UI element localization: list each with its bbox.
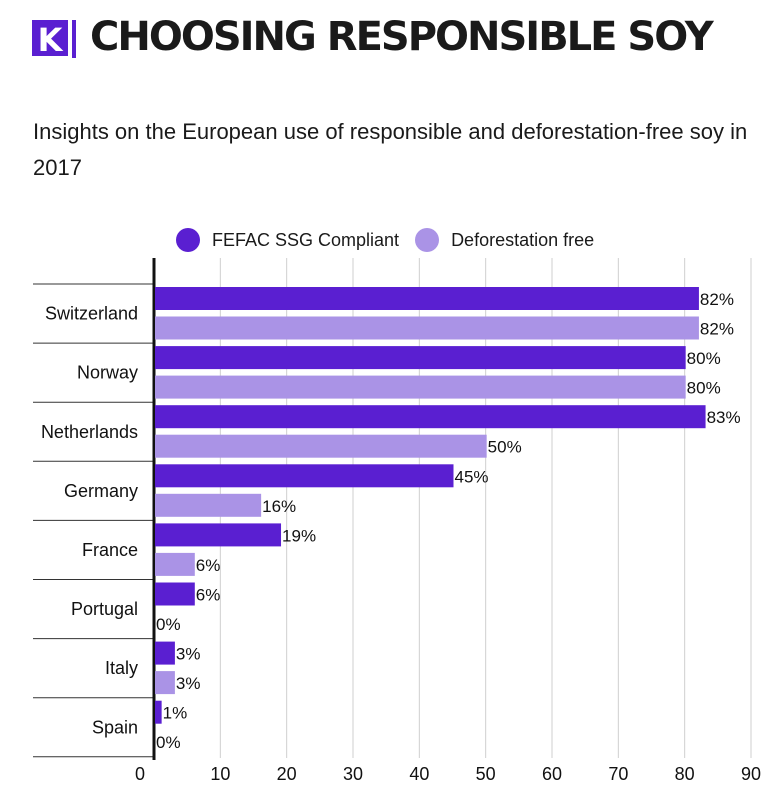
x-tick-label-90: 90: [741, 764, 761, 784]
data-label-france-series-1: 19%: [282, 526, 316, 545]
bar-italy-series-1: [155, 641, 175, 665]
data-label-italy-series-1: 3%: [176, 645, 201, 664]
data-label-switzerland-series-2: 82%: [700, 320, 734, 339]
data-label-switzerland-series-1: 82%: [700, 290, 734, 309]
category-label-netherlands: Netherlands: [41, 422, 138, 442]
bar-netherlands-series-2: [155, 434, 487, 458]
page-subtitle: Insights on the European use of responsi…: [33, 119, 748, 180]
chart-legend: FEFAC SSG Compliant Deforestation free: [176, 226, 610, 254]
category-label-germany: Germany: [64, 481, 138, 501]
x-tick-label-70: 70: [608, 764, 628, 784]
data-label-germany-series-1: 45%: [455, 467, 489, 486]
category-label-italy: Italy: [105, 658, 138, 678]
bar-portugal-series-1: [155, 582, 195, 606]
bar-netherlands-series-1: [155, 405, 706, 429]
legend-label-deforestation: Deforestation free: [451, 229, 595, 250]
bar-chart: Switzerland 82% 82% Norway 80% 80% Netherlands…: [33, 258, 761, 784]
bar-spain-series-1: [155, 700, 162, 724]
bar-switzerland-series-2: [155, 316, 699, 340]
x-tick-label-10: 10: [210, 764, 230, 784]
logo-letter: K: [38, 21, 64, 58]
category-label-spain: Spain: [92, 717, 138, 737]
legend-item-fefac: FEFAC SSG Compliant: [176, 228, 399, 252]
legend-label-fefac: FEFAC SSG Compliant: [212, 229, 400, 250]
data-label-spain-series-1: 1%: [163, 704, 188, 723]
x-tick-label-20: 20: [277, 764, 297, 784]
data-label-netherlands-series-2: 50%: [488, 438, 522, 457]
x-tick-label-0: 0: [135, 764, 145, 784]
data-label-portugal-series-2: 0%: [156, 615, 181, 634]
logo-divider: [72, 20, 76, 58]
category-label-switzerland: Switzerland: [45, 304, 138, 324]
bar-france-series-2: [155, 552, 195, 576]
category-label-france: France: [82, 540, 138, 560]
data-label-germany-series-2: 16%: [262, 497, 296, 516]
bar-france-series-1: [155, 523, 282, 547]
bar-norway-series-2: [155, 375, 686, 399]
brand-logo: K: [32, 20, 68, 58]
data-label-france-series-2: 6%: [196, 556, 221, 575]
legend-swatch-fefac: [176, 228, 200, 252]
legend-swatch-deforestation: [415, 228, 440, 252]
category-label-norway: Norway: [77, 363, 138, 383]
bar-italy-series-2: [155, 671, 175, 695]
bar-norway-series-1: [155, 346, 686, 370]
x-tick-label-40: 40: [409, 764, 429, 784]
bar-switzerland-series-1: [155, 287, 699, 310]
x-tick-label-50: 50: [476, 764, 496, 784]
data-label-norway-series-2: 80%: [687, 379, 721, 398]
x-tick-label-30: 30: [343, 764, 363, 784]
data-label-italy-series-2: 3%: [176, 674, 201, 693]
x-tick-label-80: 80: [675, 764, 695, 784]
data-label-spain-series-2: 0%: [156, 733, 181, 752]
data-label-norway-series-1: 80%: [687, 349, 721, 368]
category-label-portugal: Portugal: [71, 599, 138, 619]
data-label-netherlands-series-1: 83%: [707, 408, 741, 427]
x-tick-label-60: 60: [542, 764, 562, 784]
page-title: CHOOSING RESPONSIBLE SOY: [90, 14, 714, 60]
data-label-portugal-series-1: 6%: [196, 586, 221, 605]
legend-item-deforestation: Deforestation free: [415, 228, 594, 252]
bar-germany-series-1: [155, 464, 454, 488]
bar-germany-series-2: [155, 493, 262, 517]
